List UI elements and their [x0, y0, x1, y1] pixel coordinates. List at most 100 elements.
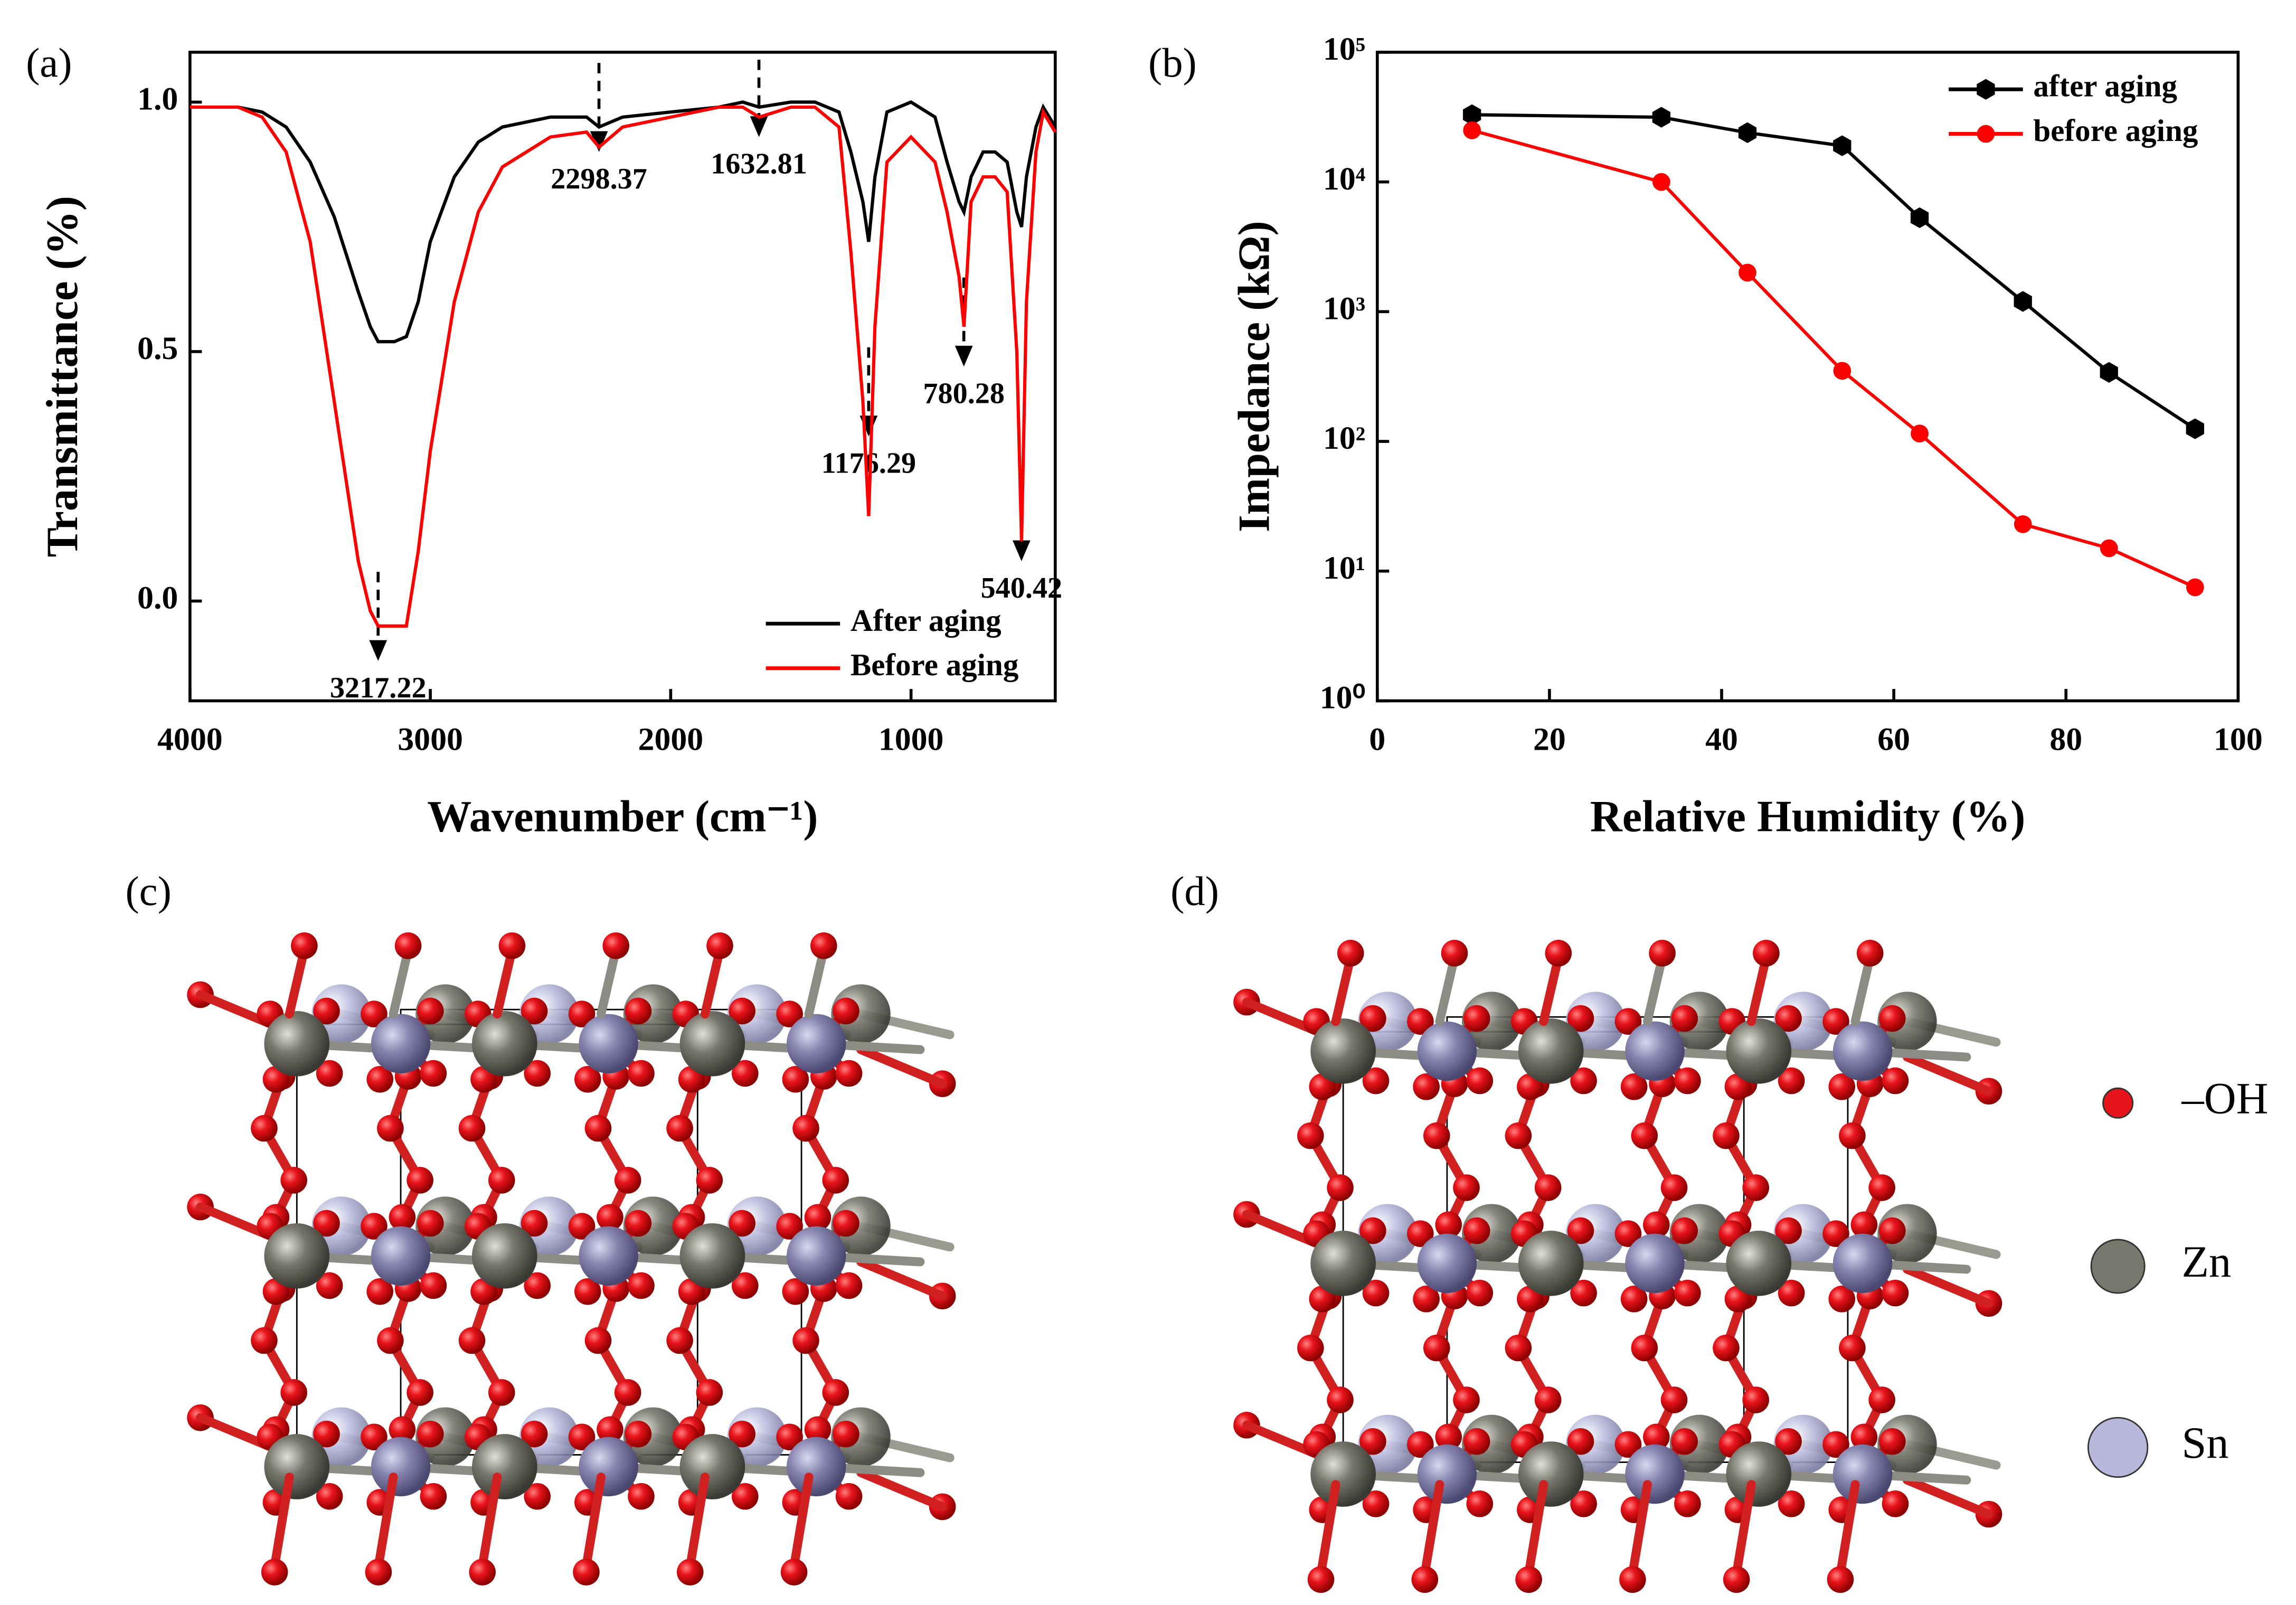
atom — [1625, 1021, 1685, 1081]
x-tick-label: 4000 — [157, 721, 223, 757]
atom — [264, 1011, 330, 1077]
oxygen — [1882, 1067, 1909, 1094]
crystal-structure — [187, 932, 956, 1585]
oxygen — [251, 1327, 278, 1354]
oxygen — [574, 1278, 601, 1305]
oxygen — [696, 1167, 723, 1194]
oxygen — [568, 1423, 596, 1451]
bond — [685, 1472, 710, 1571]
oxygen — [1545, 940, 1572, 967]
bond — [597, 946, 621, 1019]
oxygen — [1307, 1566, 1335, 1593]
oxygen — [625, 1210, 652, 1237]
y-axis-title: Transmittance (%) — [38, 196, 87, 558]
atom — [471, 1223, 537, 1289]
oxygen — [1453, 1386, 1480, 1413]
oxygen — [792, 1327, 819, 1354]
legend-marker — [1977, 125, 1995, 143]
oxygen — [280, 1167, 307, 1194]
bond — [285, 946, 309, 1019]
oxygen — [1466, 1279, 1494, 1307]
marker — [1911, 424, 1929, 442]
y-tick-label: 10¹ — [1323, 550, 1365, 586]
y-tick-label: 1.0 — [137, 81, 178, 117]
oxygen — [568, 1213, 596, 1240]
oxygen — [835, 1060, 863, 1087]
marker — [2014, 515, 2032, 533]
annotation-label: 1632.81 — [711, 148, 807, 181]
marker — [1833, 362, 1851, 380]
oxygen — [804, 1416, 832, 1443]
oxygen — [1423, 1334, 1450, 1362]
oxygen — [1567, 1217, 1594, 1244]
bond — [582, 1472, 606, 1571]
oxygen — [666, 1327, 693, 1354]
bond — [1420, 1480, 1444, 1578]
oxygen — [521, 997, 548, 1025]
bond — [270, 1472, 294, 1571]
bond — [1850, 953, 1875, 1026]
oxygen — [521, 1210, 548, 1237]
oxygen — [1839, 1122, 1866, 1149]
atom — [786, 1014, 846, 1074]
atom — [679, 1434, 745, 1499]
y-tick-label: 10⁴ — [1323, 161, 1365, 197]
oxygen — [810, 932, 837, 959]
oxygen — [833, 1420, 859, 1448]
oxygen — [524, 1483, 551, 1510]
oxygen — [313, 1420, 340, 1448]
annotation-arrow — [955, 345, 973, 367]
y-tick-label: 10² — [1323, 420, 1365, 456]
oxygen — [1327, 1386, 1354, 1413]
oxygen — [1505, 1334, 1532, 1362]
oxygen — [1828, 1286, 1856, 1313]
oxygen — [1674, 1490, 1701, 1517]
bond — [1628, 1480, 1652, 1578]
legend-label: Before aging — [851, 647, 1019, 682]
atom — [264, 1223, 330, 1289]
oxygen — [1822, 1431, 1849, 1458]
oxygen — [1570, 1067, 1597, 1094]
oxygen — [731, 1483, 759, 1510]
marker — [2100, 362, 2118, 383]
x-tick-label: 2000 — [638, 721, 704, 757]
atom — [1625, 1233, 1685, 1294]
bond — [856, 1045, 947, 1089]
atom — [371, 1437, 431, 1497]
oxygen — [782, 1278, 809, 1305]
y-tick-label: 10⁰ — [1320, 680, 1366, 716]
oxygen — [776, 1213, 803, 1240]
marker — [1463, 104, 1481, 125]
oxygen — [1466, 1067, 1494, 1094]
x-tick-label: 0 — [1369, 721, 1385, 757]
oxygen — [628, 1483, 655, 1510]
oxygen — [780, 1559, 808, 1585]
oxygen — [377, 1327, 404, 1354]
atom — [1726, 1018, 1792, 1084]
oxygen — [420, 1060, 447, 1087]
oxygen — [676, 1559, 704, 1585]
oxygen — [706, 932, 733, 959]
oxygen — [316, 1483, 343, 1510]
atom — [1518, 1441, 1584, 1507]
y-tick-label: 10⁵ — [1323, 31, 1365, 67]
bond — [1539, 953, 1563, 1026]
panel-label: (d) — [1170, 868, 1219, 914]
atom — [1832, 1021, 1893, 1081]
oxygen — [1359, 1428, 1386, 1455]
bond — [856, 1257, 947, 1301]
oxygen — [833, 1210, 859, 1237]
annotation-label: 3217.22 — [330, 672, 427, 704]
oxygen — [313, 1210, 340, 1237]
atom — [1726, 1441, 1792, 1507]
marker — [2100, 539, 2118, 558]
x-tick-label: 20 — [1533, 721, 1566, 757]
oxygen — [389, 1204, 416, 1231]
oxygen — [458, 1115, 486, 1142]
oxygen — [361, 1213, 388, 1240]
legend-label: Zn — [2182, 1238, 2232, 1287]
atom — [786, 1437, 846, 1497]
x-tick-label: 1000 — [878, 721, 944, 757]
marker — [1738, 122, 1757, 143]
oxygen — [1413, 1073, 1440, 1100]
